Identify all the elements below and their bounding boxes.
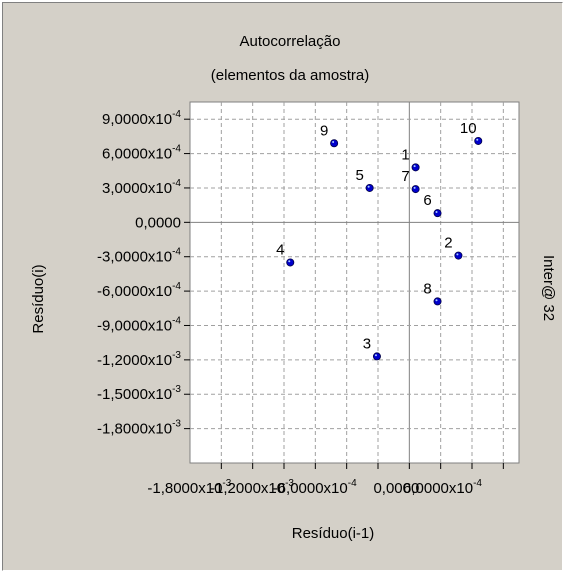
scatter-chart: Autocorrelação (elementos da amostra) Re… xyxy=(30,33,557,542)
data-point-highlight xyxy=(476,138,479,141)
data-point xyxy=(365,183,374,192)
y-tick-label: -6,0000x10-4 xyxy=(97,281,181,300)
right-side-label: Inter@ 32 xyxy=(540,255,557,321)
data-point-highlight xyxy=(374,354,377,357)
data-point-highlight xyxy=(435,210,438,213)
data-point-highlight xyxy=(435,299,438,302)
y-tick-label: -9,0000x10-4 xyxy=(97,315,181,334)
x-tick-label: -1,8000x10-3 xyxy=(147,478,231,497)
x-tick-label: -6,0000x10-4 xyxy=(273,478,357,497)
y-axis-label: Resíduo(i) xyxy=(30,264,47,333)
chart-title: Autocorrelação xyxy=(240,33,341,50)
point-label: 6 xyxy=(423,192,431,209)
y-tick-label: -1,5000x10-3 xyxy=(97,384,181,403)
y-tick-label: -1,2000x10-3 xyxy=(97,350,181,369)
data-point xyxy=(286,258,295,267)
x-tick-label: 0,0000 xyxy=(373,480,419,497)
point-label: 4 xyxy=(276,241,284,258)
data-point-highlight xyxy=(456,253,459,256)
y-tick-label: 0,0000 xyxy=(135,214,181,231)
x-tick-label: -1,2000x10-3 xyxy=(210,478,294,497)
data-point-highlight xyxy=(367,185,370,188)
data-point xyxy=(411,185,420,194)
point-label: 3 xyxy=(363,335,371,352)
data-point-highlight xyxy=(332,141,335,144)
x-axis-label: Resíduo(i-1) xyxy=(292,525,375,542)
y-tick-label: 3,0000x10-4 xyxy=(102,178,181,197)
y-tick-label: 9,0000x10-4 xyxy=(102,109,181,128)
point-label: 8 xyxy=(423,280,431,297)
plot-area: 9,0000x10-46,0000x10-43,0000x10-40,0000-… xyxy=(97,101,520,497)
data-point xyxy=(433,297,442,306)
point-label: 1 xyxy=(401,146,409,163)
data-point-highlight xyxy=(288,260,291,263)
chart-subtitle: (elementos da amostra) xyxy=(211,67,369,84)
point-label: 2 xyxy=(444,235,452,252)
y-tick-label: 6,0000x10-4 xyxy=(102,144,181,163)
data-point xyxy=(454,251,463,260)
point-label: 9 xyxy=(320,122,328,139)
data-point xyxy=(411,163,420,172)
y-tick-label: -1,8000x10-3 xyxy=(97,419,181,438)
x-tick-label: 6,0000x10-4 xyxy=(403,478,482,497)
point-label: 5 xyxy=(355,167,363,184)
data-point xyxy=(433,209,442,218)
plot-background xyxy=(189,101,520,464)
data-point xyxy=(474,136,483,145)
data-point-highlight xyxy=(413,186,416,189)
data-point xyxy=(330,139,339,148)
point-label: 7 xyxy=(401,168,409,185)
data-point xyxy=(372,352,381,361)
data-point-highlight xyxy=(413,165,416,168)
point-label: 10 xyxy=(460,120,477,137)
y-tick-label: -3,0000x10-4 xyxy=(97,247,181,266)
